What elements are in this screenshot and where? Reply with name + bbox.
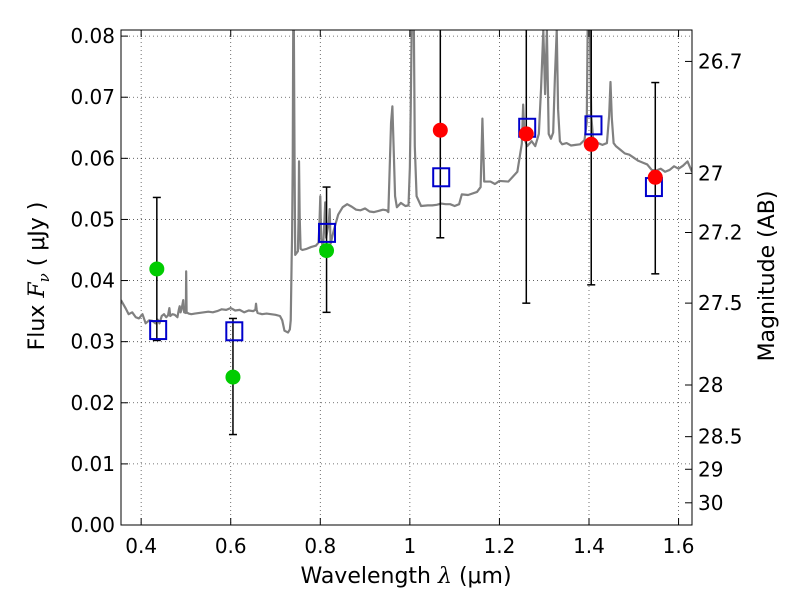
y-axis-title-prefix: Flux xyxy=(25,305,50,351)
observed-flux-point xyxy=(149,261,165,277)
x-tick-label: 0.4 xyxy=(125,534,157,558)
x-tick-label: 0.6 xyxy=(215,534,247,558)
y2-tick-label: 27 xyxy=(698,161,723,185)
y-tick-label: 0.08 xyxy=(70,24,115,48)
observed-flux-point xyxy=(583,136,599,152)
y2-tick-label: 29 xyxy=(698,457,723,481)
y-tick-label: 0.05 xyxy=(70,207,115,231)
ticks: 0.4 0.6 0.8 1 1.2 1.4 1.6 0.00 0.01 0.02 0.03 0.04 0… xyxy=(70,24,742,558)
observed-flux-point xyxy=(319,243,335,259)
observed-flux-point xyxy=(432,122,448,138)
x-tick-label: 1.4 xyxy=(573,534,605,558)
y-tick-label: 0.01 xyxy=(70,452,115,476)
observed-flux-point xyxy=(518,126,534,142)
model-photometry-point xyxy=(318,222,337,243)
y2-tick-label: 27.2 xyxy=(698,221,743,245)
y-tick-label: 0.04 xyxy=(70,269,115,293)
model-photometry-point xyxy=(432,167,451,188)
y-tick-label: 0.02 xyxy=(70,391,115,415)
plot-frame xyxy=(120,29,693,526)
x-axis-title-prefix: Wavelength xyxy=(300,564,431,589)
y-axis-title-units: ( μJy ) xyxy=(25,202,50,267)
y2-tick-label: 27.5 xyxy=(698,291,743,315)
y2-axis-title: Magnitude (AB) xyxy=(755,191,780,362)
observed-flux-point xyxy=(647,169,663,185)
error-bars xyxy=(152,30,660,436)
y-tick-label: 0.07 xyxy=(70,85,115,109)
x-axis-title: Wavelength λ (μm) xyxy=(300,564,511,589)
model-photometry-point xyxy=(225,321,244,342)
y-axis-title: Flux Fν ( μJy ) xyxy=(25,202,53,351)
x-tick-label: 0.8 xyxy=(304,534,336,558)
y2-tick-label: 26.7 xyxy=(698,49,743,73)
y-axis-title-symbol: F xyxy=(25,282,50,299)
y2-tick-label: 28 xyxy=(698,373,723,397)
y-axis-title-subscript: ν xyxy=(35,273,53,282)
y-tick-label: 0.00 xyxy=(70,513,115,537)
x-axis-title-symbol: λ xyxy=(437,564,452,589)
x-axis-title-units: (μm) xyxy=(459,564,512,589)
x-tick-label: 1.2 xyxy=(484,534,516,558)
observed-flux-point xyxy=(225,369,241,385)
x-tick-label: 1 xyxy=(403,534,416,558)
x-tick-label: 1.6 xyxy=(663,534,695,558)
y2-tick-label: 30 xyxy=(698,491,723,515)
grid xyxy=(121,30,692,526)
y2-tick-label: 28.5 xyxy=(698,425,743,449)
spectrum-layer xyxy=(121,30,692,334)
y-tick-label: 0.06 xyxy=(70,146,115,170)
y-tick-label: 0.03 xyxy=(70,330,115,354)
model-photometry-point xyxy=(149,320,168,341)
model-photometry-point xyxy=(584,115,603,136)
markers xyxy=(149,115,663,385)
spectrum-line xyxy=(121,30,692,334)
